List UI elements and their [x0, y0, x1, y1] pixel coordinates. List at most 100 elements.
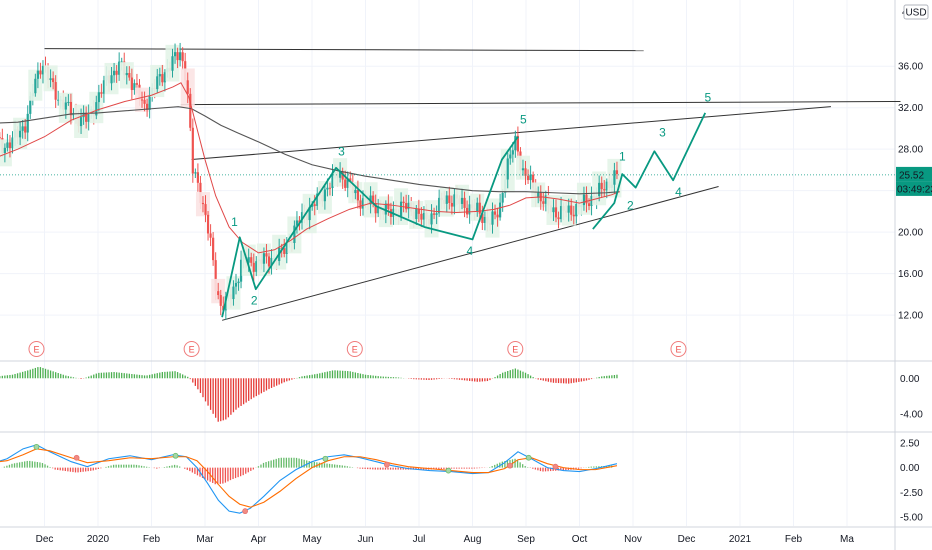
osc2-tick: -2.50	[900, 488, 923, 499]
candle-body	[585, 194, 588, 204]
candle-body	[501, 192, 504, 203]
candle-body	[359, 200, 362, 209]
price-axis[interactable]: 4USD36.0032.0028.0024.0020.0016.0012.002…	[896, 4, 932, 524]
candle-body	[176, 52, 179, 61]
candle-body	[356, 189, 359, 201]
candle-body	[163, 72, 166, 83]
candle-body	[267, 256, 271, 267]
time-tick: Ma	[840, 534, 854, 545]
cross-dot	[552, 463, 559, 470]
earnings-marker[interactable]: E	[670, 341, 687, 357]
candle-body	[143, 99, 146, 104]
candle-body	[521, 168, 525, 171]
candle-body	[0, 137, 1, 139]
time-tick: Aug	[464, 534, 482, 545]
candle-body	[280, 247, 283, 249]
candle-body	[57, 99, 60, 101]
candle-body	[52, 78, 55, 83]
candle-body	[212, 237, 215, 261]
candle-body	[493, 211, 497, 215]
candle-body	[417, 208, 420, 214]
candle-body	[308, 206, 311, 221]
cross-dot	[172, 452, 179, 459]
candle-body	[19, 130, 22, 138]
cross-dot	[242, 508, 249, 515]
candle-body	[79, 117, 83, 127]
candle-body	[430, 213, 433, 225]
candle-body	[140, 99, 144, 101]
cross-dot	[507, 462, 513, 469]
candle-body	[115, 70, 118, 75]
candle-body	[613, 170, 616, 185]
trendline	[180, 100, 901, 106]
candle-body	[328, 187, 332, 189]
wave-label: 5	[705, 90, 712, 104]
candle-body	[422, 212, 426, 220]
time-axis[interactable]: NovDec2020FebMarAprMayJunJulAugSepOctNov…	[0, 534, 855, 545]
candle-body	[11, 137, 14, 149]
candle-body	[542, 201, 545, 204]
candle-body	[265, 253, 268, 257]
candle-body	[496, 214, 499, 218]
candle-body	[374, 203, 377, 214]
candle-body	[605, 181, 608, 191]
candle-body	[316, 193, 319, 206]
wave-label: 4	[466, 244, 473, 258]
time-tick: Feb	[143, 534, 161, 545]
candle-body	[250, 257, 253, 263]
candle-body	[270, 257, 273, 267]
candle-body	[125, 73, 128, 76]
candle-body	[341, 171, 344, 180]
candle-body	[326, 187, 329, 190]
candle-body	[219, 295, 222, 306]
time-tick: Dec	[36, 534, 54, 545]
countdown-badge	[896, 181, 932, 196]
candle-body	[331, 172, 334, 188]
candle-body	[361, 198, 365, 209]
candle-body	[130, 77, 133, 91]
candle-body	[110, 75, 113, 84]
candle-body	[112, 70, 116, 76]
candle-body	[128, 73, 131, 78]
wave-label: 1	[231, 215, 238, 229]
price-tick: 12.00	[898, 311, 923, 322]
candle-body	[481, 213, 484, 223]
earnings-marker[interactable]: E	[507, 341, 524, 357]
candle-body	[41, 65, 45, 75]
earnings-label: E	[512, 345, 518, 355]
earnings-marker[interactable]: E	[183, 341, 200, 357]
earnings-label: E	[189, 345, 195, 355]
candle-body	[161, 74, 164, 83]
time-tick: Mar	[196, 534, 214, 545]
candle-body	[255, 261, 258, 272]
candle-body	[120, 61, 123, 63]
time-tick: 2020	[87, 534, 110, 545]
earnings-marker[interactable]: E	[346, 341, 363, 357]
candle-body	[69, 101, 73, 116]
candle-body	[295, 220, 299, 226]
candle-body	[148, 96, 151, 110]
candle-body	[514, 135, 517, 151]
price-tick: 16.00	[898, 269, 923, 280]
cross-dot	[73, 454, 80, 461]
candle-body	[49, 78, 52, 81]
signal-line	[0, 448, 618, 508]
wave-label: 5	[520, 112, 527, 126]
trendline	[221, 186, 719, 321]
candle-body	[559, 206, 563, 220]
candle-body	[102, 80, 106, 94]
candle-body	[100, 92, 103, 94]
earnings-circle	[183, 341, 200, 357]
candle-body	[506, 158, 509, 180]
price-tick: 32.00	[898, 103, 923, 114]
candle-body	[529, 174, 532, 181]
earnings-marker[interactable]: E	[28, 341, 45, 357]
earnings-circle	[28, 341, 45, 357]
time-tick: Sep	[517, 534, 535, 545]
candle-body	[544, 195, 547, 204]
wave-path	[592, 112, 707, 230]
candle-body	[179, 52, 182, 61]
